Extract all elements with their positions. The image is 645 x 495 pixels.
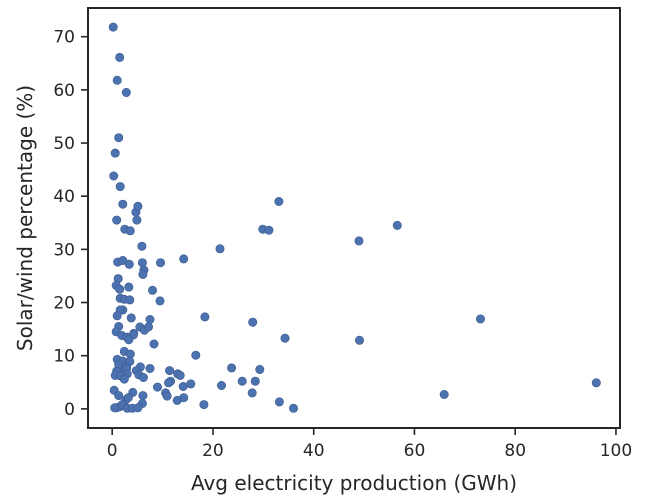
y-axis-ticks: 0 10 20 30 40 50 60 70 xyxy=(53,28,88,420)
data-point-62 xyxy=(191,350,201,360)
data-point-76 xyxy=(175,370,185,380)
data-point-74 xyxy=(165,366,175,376)
data-point-10 xyxy=(133,201,143,211)
data-point-22 xyxy=(156,258,166,268)
x-tick-label: 100 xyxy=(600,441,632,461)
plot-frame xyxy=(87,7,621,429)
data-point-5 xyxy=(110,148,120,158)
data-point-41 xyxy=(112,311,122,321)
y-tick-label: 50 xyxy=(53,134,75,154)
data-point-42 xyxy=(126,313,136,323)
y-tick-label: 60 xyxy=(53,81,75,101)
data-point-57 xyxy=(280,333,290,343)
points-layer xyxy=(108,22,601,413)
y-tick-label: 70 xyxy=(53,28,75,48)
data-point-94 xyxy=(114,391,124,401)
data-point-68 xyxy=(145,363,155,373)
x-tick-label: 20 xyxy=(202,441,224,461)
data-point-90 xyxy=(153,382,163,392)
data-point-38 xyxy=(155,296,165,306)
data-point-34 xyxy=(148,285,158,295)
x-tick-label: 80 xyxy=(504,441,526,461)
data-point-77 xyxy=(227,363,237,373)
data-point-51 xyxy=(144,322,154,332)
x-axis-ticks: 0 20 40 60 80 100 xyxy=(107,428,632,461)
data-point-85 xyxy=(186,379,196,389)
y-tick-label: 0 xyxy=(64,400,75,420)
data-point-46 xyxy=(475,314,485,324)
data-point-6 xyxy=(109,171,119,181)
data-point-23 xyxy=(179,254,189,264)
data-point-104 xyxy=(172,395,182,405)
data-point-103 xyxy=(123,393,133,403)
data-point-115 xyxy=(288,403,298,413)
data-point-29 xyxy=(392,220,402,230)
data-point-96 xyxy=(138,391,148,401)
data-point-14 xyxy=(125,226,135,236)
data-point-27 xyxy=(274,197,284,207)
data-point-12 xyxy=(112,215,122,225)
data-point-7 xyxy=(115,182,125,192)
data-point-82 xyxy=(138,372,148,382)
data-point-0 xyxy=(108,22,118,32)
data-point-21 xyxy=(138,269,148,279)
data-point-56 xyxy=(124,335,134,345)
data-point-43 xyxy=(145,314,155,324)
data-point-88 xyxy=(591,378,601,388)
data-point-84 xyxy=(164,378,174,388)
data-point-32 xyxy=(115,284,125,294)
data-point-4 xyxy=(114,133,124,143)
data-point-100 xyxy=(247,388,257,398)
data-point-89 xyxy=(119,374,129,384)
y-axis-label: Solar/wind percentage (%) xyxy=(13,85,37,351)
data-point-92 xyxy=(217,380,227,390)
data-point-91 xyxy=(178,381,188,391)
x-tick-label: 40 xyxy=(303,441,325,461)
data-point-8 xyxy=(118,199,128,209)
data-point-28 xyxy=(354,236,364,246)
data-point-26 xyxy=(264,225,274,235)
data-point-3 xyxy=(121,88,131,98)
y-tick-label: 10 xyxy=(53,347,75,367)
y-tick-label: 30 xyxy=(53,240,75,260)
data-point-106 xyxy=(199,400,209,410)
data-point-107 xyxy=(274,397,284,407)
y-tick-label: 40 xyxy=(53,187,75,207)
x-axis-label: Avg electricity production (GWh) xyxy=(191,471,517,495)
data-point-59 xyxy=(149,339,159,349)
data-point-1 xyxy=(115,52,125,62)
data-point-101 xyxy=(439,389,449,399)
data-point-37 xyxy=(125,295,135,305)
data-point-19 xyxy=(137,258,147,268)
data-point-78 xyxy=(255,364,265,374)
data-point-113 xyxy=(133,403,143,413)
y-tick-label: 20 xyxy=(53,294,75,314)
data-point-18 xyxy=(124,259,134,269)
x-tick-label: 60 xyxy=(404,441,426,461)
data-point-2 xyxy=(112,75,122,85)
data-point-33 xyxy=(124,282,134,292)
data-point-11 xyxy=(132,215,142,225)
data-point-15 xyxy=(137,241,147,251)
data-point-114 xyxy=(110,403,120,413)
data-point-24 xyxy=(215,244,225,254)
data-point-58 xyxy=(354,335,364,345)
data-point-87 xyxy=(250,376,260,386)
data-point-44 xyxy=(200,312,210,322)
data-point-86 xyxy=(237,376,247,386)
data-point-45 xyxy=(248,317,258,327)
data-point-98 xyxy=(162,391,172,401)
x-tick-label: 0 xyxy=(107,441,118,461)
